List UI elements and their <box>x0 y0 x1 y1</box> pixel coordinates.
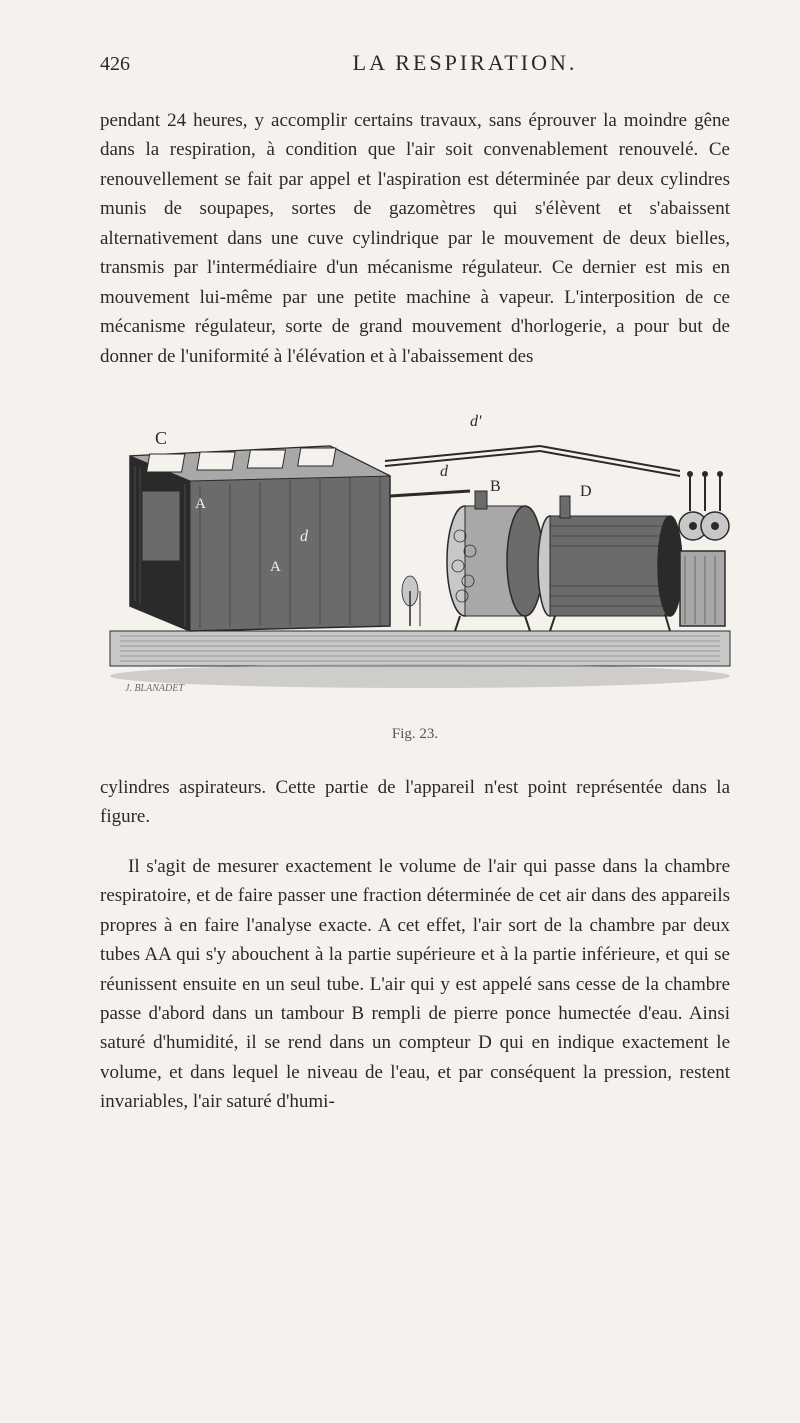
page-title: LA RESPIRATION. <box>250 50 680 76</box>
page-header: 426 LA RESPIRATION. <box>100 50 730 76</box>
label-a1: A <box>195 496 206 512</box>
paragraph-1: pendant 24 heures, y accomplir certains … <box>100 106 730 371</box>
page-number: 426 <box>100 53 130 76</box>
paragraph-3: Il s'agit de mesurer exactement le volum… <box>100 852 730 1117</box>
base-platform <box>110 631 730 688</box>
label-b: B <box>490 478 501 495</box>
figure-caption: Fig. 23. <box>100 726 730 743</box>
apparatus-illustration: C A A d d' d B D J. BLANADET <box>100 396 740 716</box>
label-d-lower: d <box>300 528 309 545</box>
right-apparatus <box>679 471 729 626</box>
label-d-prime: d' <box>470 413 482 430</box>
counter-d <box>538 496 682 631</box>
connecting-tubes <box>385 446 680 496</box>
drum-b <box>447 491 543 631</box>
figure-inside <box>402 576 420 626</box>
engraver-signature: J. BLANADET <box>125 683 185 694</box>
label-d-italic: d <box>440 463 449 480</box>
paragraph-2: cylindres aspirateurs. Cette partie de l… <box>100 773 730 832</box>
label-d-upper: D <box>580 483 592 500</box>
label-a2: A <box>270 559 281 575</box>
label-c: C <box>155 428 167 448</box>
respiratory-chamber <box>130 446 390 631</box>
figure-engraving: C A A d d' d B D J. BLANADET <box>100 396 740 716</box>
